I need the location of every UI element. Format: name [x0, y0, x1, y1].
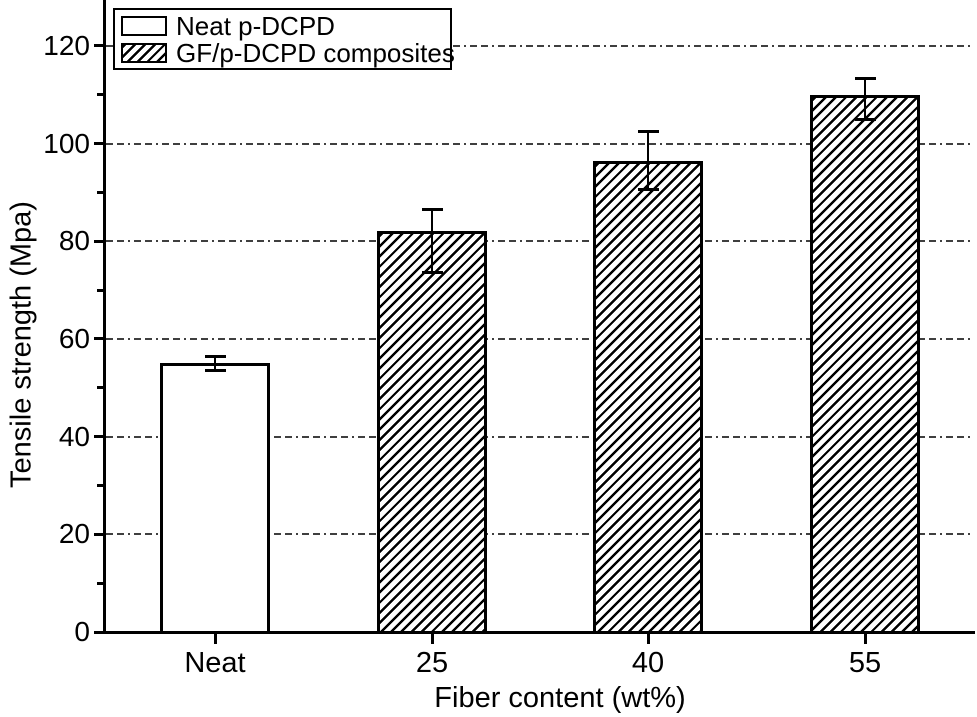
- y-major-tick: [94, 142, 104, 145]
- y-minor-tick: [97, 93, 104, 97]
- y-axis-line: [102, 0, 106, 634]
- error-bar-cap: [637, 188, 659, 192]
- gridline: [106, 435, 972, 438]
- gridline: [106, 337, 972, 340]
- x-tick-label: Neat: [184, 647, 246, 679]
- error-bar-cap: [854, 76, 876, 80]
- y-major-tick: [94, 44, 104, 48]
- y-tick-label: 60: [58, 322, 90, 354]
- bar-25: [377, 231, 487, 634]
- y-major-tick: [94, 337, 104, 341]
- x-tick-label: 25: [415, 647, 449, 679]
- plain-bar-swatch-icon: [121, 15, 167, 36]
- y-tick-label: 100: [43, 127, 90, 159]
- legend-item-neat: Neat p-DCPD: [121, 10, 444, 41]
- legend-label: Neat p-DCPD: [176, 10, 335, 41]
- error-bar: [646, 131, 650, 190]
- error-bar-cap: [204, 369, 226, 373]
- y-minor-tick: [97, 483, 104, 487]
- y-tick-label: 80: [58, 225, 90, 257]
- y-tick-label: 20: [58, 518, 90, 550]
- legend: Neat p-DCPD GF/p-DCPD composites: [113, 8, 455, 70]
- y-axis-title: Tensile strength (Mpa): [5, 201, 38, 488]
- gridline: [106, 533, 972, 536]
- y-major-tick: [94, 435, 104, 439]
- error-bar-cap: [637, 130, 659, 134]
- error-bar-cap: [204, 354, 226, 358]
- x-tick-label: 40: [631, 647, 665, 679]
- bar-40: [593, 160, 703, 634]
- error-bar: [213, 355, 217, 371]
- y-minor-tick: [97, 190, 104, 194]
- gridline: [106, 44, 972, 47]
- error-bar-cap: [421, 271, 443, 275]
- y-major-tick: [94, 239, 104, 243]
- x-axis-title: Fiber content (wt%): [434, 682, 686, 714]
- y-major-tick: [94, 532, 104, 536]
- x-tick: [646, 632, 650, 644]
- y-minor-tick: [97, 288, 104, 292]
- error-bar: [430, 209, 434, 273]
- error-bar-cap: [854, 117, 876, 121]
- y-tick-label: 0: [74, 616, 90, 647]
- y-major-tick: [94, 630, 104, 634]
- legend-item-composites: GF/p-DCPD composites: [121, 40, 455, 66]
- y-minor-tick: [97, 386, 104, 390]
- error-bar-cap: [421, 208, 443, 212]
- gridline: [106, 240, 972, 243]
- legend-label: GF/p-DCPD composites: [176, 37, 455, 68]
- x-tick-label: 55: [848, 647, 882, 679]
- y-minor-tick: [97, 581, 104, 585]
- y-tick-label: 40: [58, 420, 90, 452]
- hatched-bar-swatch-icon: [121, 42, 167, 63]
- y-tick-label: 120: [43, 29, 90, 61]
- x-tick: [213, 632, 217, 644]
- error-bar: [863, 77, 867, 120]
- bar-Neat: [160, 363, 270, 634]
- x-tick: [430, 632, 434, 644]
- x-tick: [863, 632, 867, 644]
- bar-55: [810, 94, 920, 634]
- x-axis-line: [102, 630, 975, 634]
- gridline: [106, 142, 972, 145]
